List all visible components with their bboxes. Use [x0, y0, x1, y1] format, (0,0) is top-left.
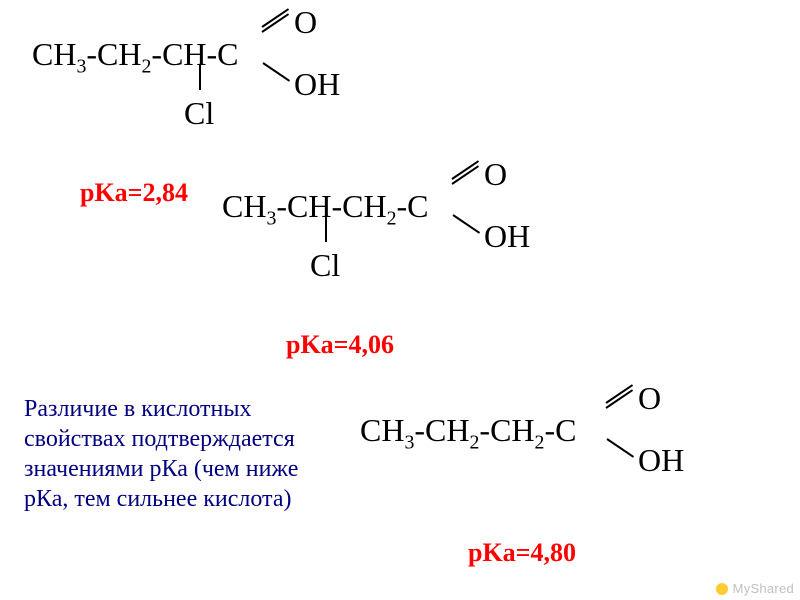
- mol1-substituent: Cl: [184, 97, 214, 129]
- mol3-backbone: CH3-CH2-CH2-C: [360, 412, 576, 448]
- mol1-double-bond-a: [261, 8, 289, 28]
- mol2-single-bond-oh: [452, 214, 480, 234]
- mol3-hydroxyl: OH: [638, 444, 684, 476]
- mol1-hydroxyl: OH: [294, 68, 340, 100]
- mol2-oxygen: O: [484, 158, 507, 190]
- mol2-substituent: Cl: [310, 249, 340, 281]
- mol3-pka-label: pKa=4,80: [468, 538, 576, 568]
- watermark-text: MyShared: [733, 581, 794, 596]
- mol3-single-bond-oh: [606, 438, 634, 458]
- mol1-sub-bond: [199, 64, 201, 90]
- mol1-backbone: CH3-CH2-CH-C: [32, 36, 239, 72]
- mol3-structure: CH3-CH2-CH2-C O OH: [360, 414, 576, 446]
- mol2-structure: CH3-CH-CH2-C O OH Cl: [222, 190, 429, 222]
- mol2-double-bond-a: [451, 160, 479, 180]
- mol2-sub-bond: [325, 216, 327, 242]
- mol1-single-bond-oh: [262, 62, 290, 82]
- watermark: MyShared: [716, 581, 794, 596]
- molecule-3: CH3-CH2-CH2-C O OH: [360, 414, 576, 446]
- mol1-pka-label: pKa=2,84: [80, 178, 188, 208]
- mol1-structure: CH3-CH2-CH-C O OH Cl: [32, 38, 239, 70]
- mol2-hydroxyl: OH: [484, 220, 530, 252]
- mol3-double-bond-a: [605, 384, 633, 404]
- watermark-icon: [716, 583, 728, 595]
- explanation-paragraph: Различие в кислотных свойствах подтвержд…: [24, 394, 298, 514]
- molecule-2: CH3-CH-CH2-C O OH Cl: [222, 190, 429, 222]
- mol2-pka-label: pKa=4,06: [286, 330, 394, 360]
- molecule-1: CH3-CH2-CH-C O OH Cl: [32, 38, 239, 70]
- mol1-oxygen: O: [294, 6, 317, 38]
- mol3-oxygen: O: [638, 382, 661, 414]
